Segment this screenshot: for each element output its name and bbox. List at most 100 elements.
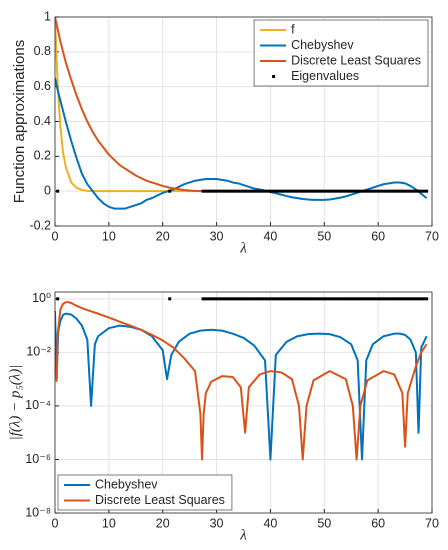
point [250, 297, 254, 301]
point [411, 189, 415, 193]
point [365, 297, 369, 301]
point [312, 297, 316, 301]
point [349, 189, 353, 193]
point [328, 297, 332, 301]
axes-frame [54, 291, 433, 514]
point [403, 297, 407, 301]
y-tick-label: 0 [44, 183, 51, 197]
point [341, 297, 345, 301]
point [368, 297, 372, 301]
point [233, 189, 237, 193]
point [220, 297, 224, 301]
point [384, 189, 388, 193]
point [168, 189, 172, 193]
point [268, 297, 272, 301]
point [282, 189, 286, 193]
y-tick-label: 0.8 [34, 44, 51, 58]
point [301, 297, 305, 301]
point [425, 189, 429, 193]
legend-label: f [291, 22, 295, 36]
point [322, 189, 326, 193]
point [373, 189, 377, 193]
point [371, 297, 375, 301]
legend-label: Chebyshev [291, 38, 354, 52]
point [231, 297, 235, 301]
point [225, 189, 229, 193]
point [379, 297, 383, 301]
x-tick-label: 40 [263, 516, 277, 530]
x-axis-label: λ [239, 527, 247, 543]
point [287, 297, 291, 301]
point [206, 189, 210, 193]
point [266, 297, 270, 301]
point [336, 189, 340, 193]
point [309, 297, 313, 301]
point [212, 189, 216, 193]
point [274, 297, 278, 301]
point [417, 189, 421, 193]
point [263, 189, 267, 193]
point [279, 189, 283, 193]
y-tick-label: 0.4 [34, 114, 51, 128]
point [355, 297, 359, 301]
y-tick-label: 10⁻⁸ [25, 505, 51, 519]
point [231, 189, 235, 193]
point [236, 297, 240, 301]
series-line [55, 301, 428, 461]
point [422, 297, 426, 301]
point [56, 189, 60, 193]
point [379, 189, 383, 193]
point [400, 297, 404, 301]
point [317, 297, 321, 301]
point [56, 297, 60, 301]
y-tick-label: 10⁻² [26, 345, 51, 359]
point [266, 189, 270, 193]
point [365, 189, 369, 193]
point [301, 189, 305, 193]
x-tick-label: 70 [425, 229, 439, 243]
point [338, 189, 342, 193]
point [314, 189, 318, 193]
point [295, 189, 299, 193]
point [217, 189, 221, 193]
point [255, 189, 259, 193]
point [201, 189, 205, 193]
point [425, 297, 429, 301]
point [336, 297, 340, 301]
point [282, 297, 286, 301]
point [357, 297, 361, 301]
point [408, 297, 412, 301]
point [271, 297, 275, 301]
y-axis-label: |f(λ) − p₅(λ)| [7, 365, 23, 441]
point [279, 297, 283, 301]
point [341, 189, 345, 193]
point [314, 297, 318, 301]
point [206, 297, 210, 301]
point [384, 297, 388, 301]
point [411, 297, 415, 301]
point [252, 189, 256, 193]
point [390, 297, 394, 301]
point [260, 297, 264, 301]
point [382, 189, 386, 193]
point [285, 189, 289, 193]
point [328, 189, 332, 193]
point [204, 297, 208, 301]
point [309, 189, 313, 193]
point [233, 297, 237, 301]
point [360, 297, 364, 301]
legend: Chebyshev Discrete Least Squares [57, 474, 233, 511]
point [293, 189, 297, 193]
point [290, 189, 294, 193]
y-tick-label: 10⁰ [32, 291, 51, 305]
point [330, 189, 334, 193]
point [168, 297, 172, 301]
point [392, 297, 396, 301]
point [373, 297, 377, 301]
x-tick-label: 20 [156, 516, 170, 530]
x-tick-label: 50 [317, 229, 331, 243]
point [225, 297, 229, 301]
x-tick-label: 10 [102, 229, 116, 243]
point [285, 297, 289, 301]
